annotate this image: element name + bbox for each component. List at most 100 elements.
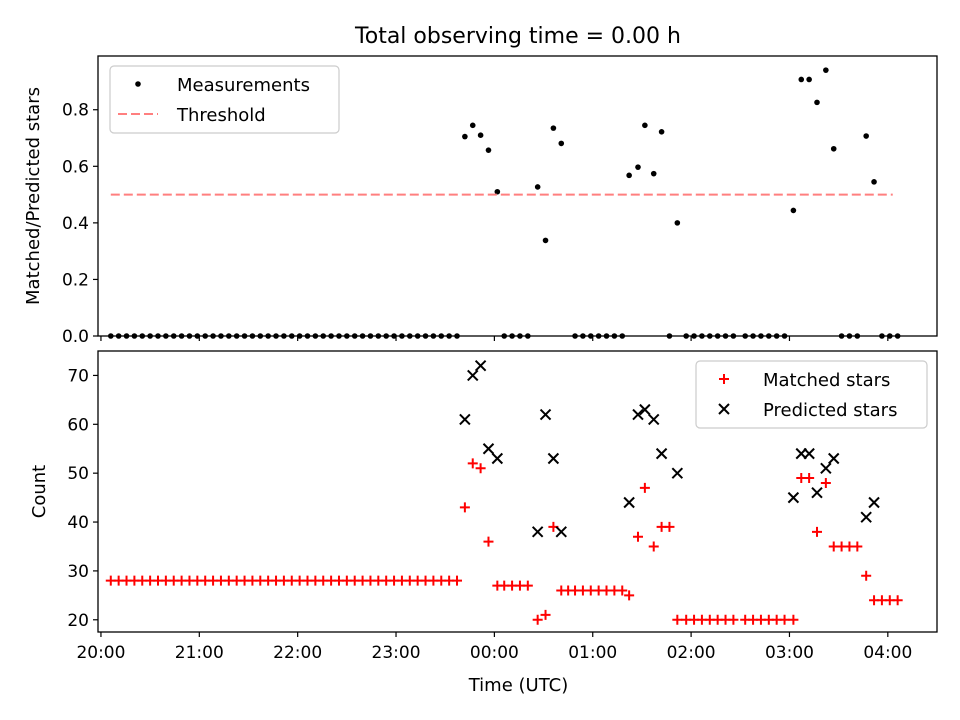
panel-counts: 20 30 40 50 60 70 20:00 21:00 22:00 23:00 00:00 01:…: [29, 350, 938, 696]
measurement-point: [806, 76, 812, 83]
measurement-point: [635, 164, 641, 170]
matched-stars-point: [779, 614, 790, 625]
predicted-stars-point: [632, 408, 644, 421]
y-tick-label: 70: [67, 366, 89, 386]
measurement-point: [871, 179, 877, 185]
predicted-stars-point: [623, 496, 635, 509]
measurement-point: [674, 220, 681, 226]
measurement-point: [469, 122, 476, 129]
measurement-point: [830, 145, 837, 152]
y-tick-label: 40: [67, 513, 89, 533]
matched-stars-point: [452, 575, 463, 586]
x-tick-label: 21:00: [175, 643, 224, 663]
y-axis-label: Matched/Predicted stars: [23, 87, 44, 305]
y-tick-label: 0.8: [62, 101, 89, 121]
matched-stars-point: [804, 473, 815, 484]
matched-stars-point: [820, 477, 831, 488]
predicted-stars-point: [482, 443, 495, 455]
predicted-stars-point: [811, 487, 823, 499]
y-tick-label: 0.2: [62, 270, 89, 290]
predicted-stars-point: [820, 462, 832, 474]
legend-label: Threshold: [176, 105, 266, 126]
predicted-stars-point: [828, 452, 840, 465]
matched-stars-point: [624, 590, 635, 601]
matched-stars-point: [852, 541, 863, 552]
legend-label: Measurements: [177, 75, 310, 96]
plot-frame: [97, 55, 938, 337]
predicted-stars-point: [555, 526, 567, 538]
legend-label: Matched stars: [763, 370, 890, 391]
predicted-stars-point: [803, 447, 815, 460]
predicted-stars-point: [531, 526, 544, 538]
y-tick-label: 60: [67, 415, 89, 435]
measurement-point: [626, 172, 632, 179]
y-tick-label: 0.4: [62, 214, 89, 234]
predicted-stars-point: [671, 467, 684, 479]
matched-stars-point: [861, 570, 872, 581]
legend-marker-measurements: [135, 81, 141, 87]
x-tick-label: 23:00: [372, 643, 421, 663]
matched-stars-point: [892, 595, 903, 606]
predicted-stars-point: [787, 491, 800, 504]
legend-box: [109, 65, 340, 134]
matched-stars-point: [483, 536, 494, 547]
measurement-point: [814, 99, 820, 106]
matched-stars-point: [672, 614, 683, 625]
measurement-point: [542, 237, 549, 244]
measurement-point: [494, 188, 501, 195]
predicted-stars-point: [491, 452, 504, 465]
matched-stars-point: [728, 614, 739, 625]
matched-stars-point: [617, 585, 628, 596]
panel-ratio: 0.0 0.2 0.4 0.6 0.8 Matched/Predicted stars Me…: [23, 55, 938, 347]
measurement-point: [798, 76, 805, 83]
legend-marker-matched: [719, 374, 729, 384]
matched-stars-point: [788, 614, 799, 625]
matched-stars-point: [812, 526, 823, 537]
measurement-point: [642, 122, 648, 129]
plot-frame: [97, 350, 938, 633]
y-tick-label: 30: [67, 562, 89, 582]
x-tick-label: 02:00: [667, 643, 716, 663]
matched-stars-point: [540, 609, 551, 620]
y-tick-label: 0.6: [62, 157, 89, 177]
y-tick-label: 20: [67, 611, 89, 631]
predicted-stars-point: [474, 359, 487, 372]
measurement-point: [823, 67, 829, 73]
x-tick-label: 22:00: [273, 643, 322, 663]
matched-stars-point: [522, 580, 533, 591]
matched-stars-point: [532, 614, 543, 625]
predicted-stars-point: [639, 403, 651, 416]
predicted-stars-point: [547, 452, 560, 465]
measurement-point: [477, 132, 484, 138]
predicted-stars-point: [648, 413, 660, 426]
predicted-stars-point: [539, 408, 552, 421]
legend-label: Predicted stars: [763, 400, 897, 421]
predicted-stars-point: [860, 511, 872, 523]
y-tick-label: 50: [67, 464, 89, 484]
x-axis-label: Time (UTC): [468, 675, 569, 696]
legend-box: [695, 360, 928, 429]
y-tick-label: 0.0: [62, 327, 89, 347]
x-tick-label: 00:00: [470, 643, 519, 663]
legend-marker-predicted: [718, 403, 730, 415]
measurement-point: [550, 125, 557, 131]
measurement-point: [534, 184, 541, 190]
predicted-stars-point: [467, 369, 479, 382]
matched-stars-point: [664, 521, 675, 532]
measurement-point: [790, 207, 797, 214]
x-tick-label: 03:00: [765, 643, 814, 663]
predicted-stars-point: [459, 413, 471, 426]
measurement-point: [658, 128, 665, 135]
x-tick-label: 20:00: [76, 643, 125, 663]
y-axis-label: Count: [29, 465, 50, 518]
x-tick-label: 01:00: [568, 643, 617, 663]
matched-stars-point: [459, 502, 470, 513]
measurement-point: [462, 133, 468, 140]
measurement-point: [485, 147, 492, 153]
predicted-stars-point: [868, 496, 880, 509]
measurement-point: [650, 170, 657, 177]
figure-title: Total observing time = 0.00 h: [354, 24, 681, 49]
x-tick-label: 04:00: [863, 643, 912, 663]
matched-stars-point: [639, 482, 650, 493]
